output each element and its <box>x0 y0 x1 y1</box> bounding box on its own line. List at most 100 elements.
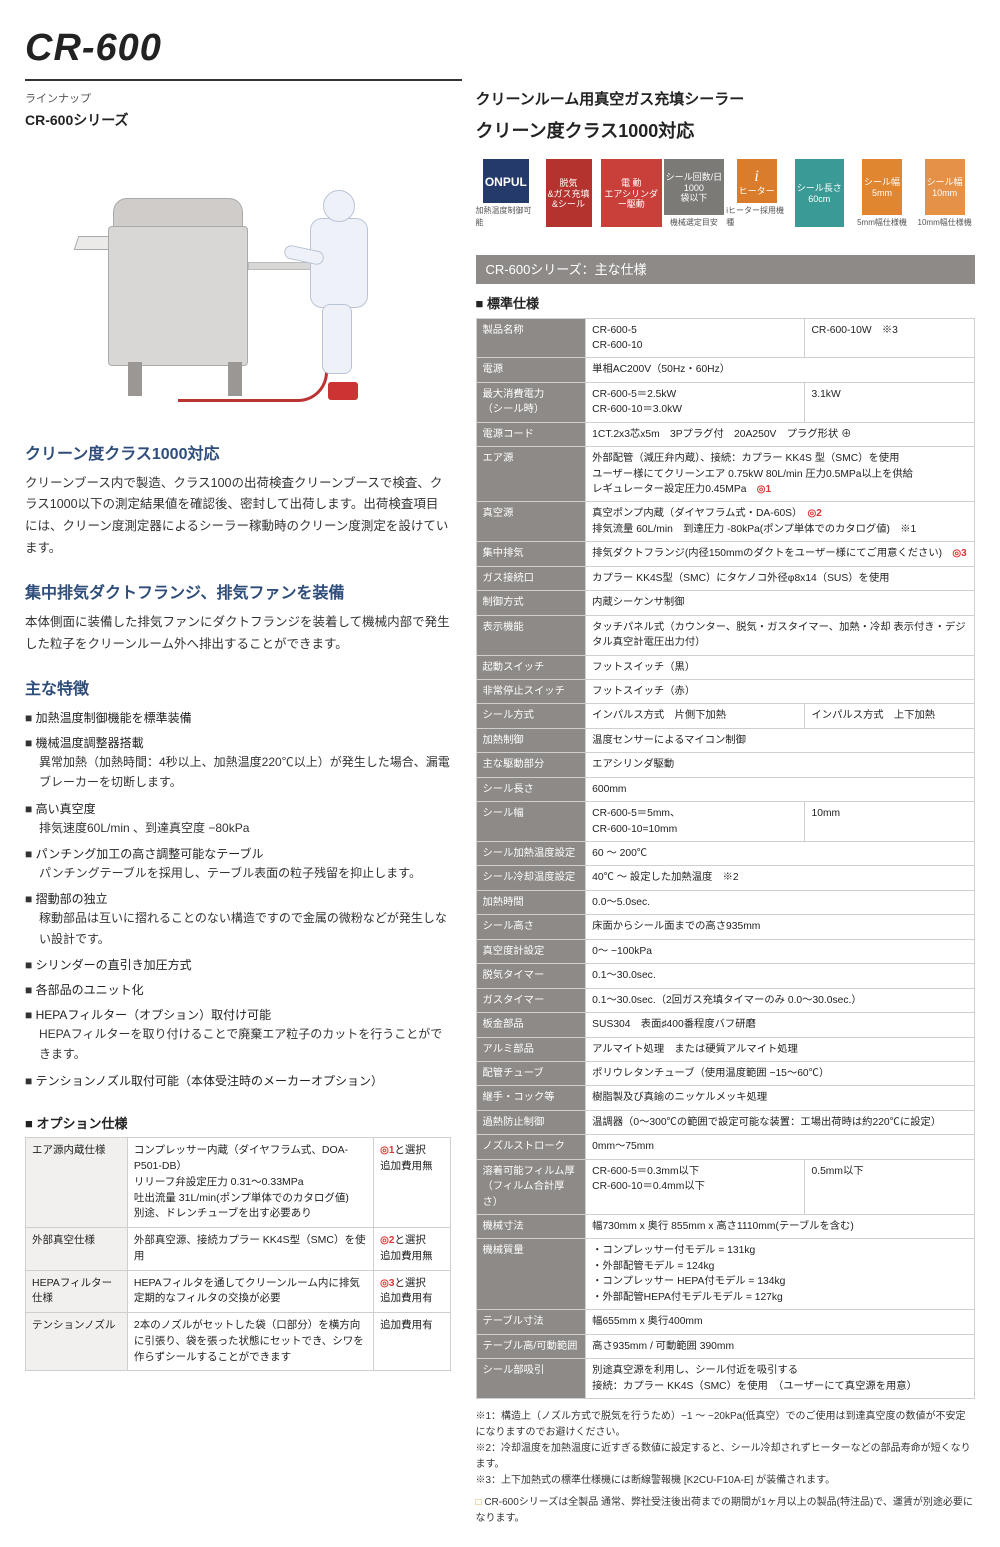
spec-row-value: CR-600-10W ※3 <box>805 318 975 358</box>
right-column: クリーンルーム用真空ガス充填シーラー クリーン度クラス1000対応 ONPUL加… <box>476 87 976 1527</box>
option-desc: 外部真空源、接続カプラー KK4S型（SMC）を使用 <box>127 1228 373 1271</box>
machine-illustration <box>88 166 268 396</box>
spec-row-value: 温調器（0～300℃の範囲で設定可能な装置：工場出荷時は約220℃に設定） <box>586 1110 975 1134</box>
spec-row-value: 0.0～5.0sec. <box>586 890 975 914</box>
spec-row-value: ポリウレタンチューブ（使用温度範囲 −15～60℃） <box>586 1061 975 1085</box>
feature-item: シリンダーの直引き加圧方式 <box>25 956 451 974</box>
spec-row-header: 電源コード <box>476 422 586 446</box>
spec-row-value: 床面からシール面までの高さ935mm <box>586 915 975 939</box>
right-header-2: クリーン度クラス1000対応 <box>476 118 976 145</box>
spec-row-value: 10mm <box>805 802 975 842</box>
spec-row-value: CR-600-5＝5mm、 CR-600-10=10mm <box>586 802 805 842</box>
feature-item: 機械温度調整器搭載 <box>25 734 451 752</box>
spec-row-header: 機械寸法 <box>476 1215 586 1239</box>
option-name: 外部真空仕様 <box>26 1228 128 1271</box>
spec-row-header: 起動スイッチ <box>476 655 586 679</box>
section-exhaust-body: 本体側面に装備した排気ファンにダクトフランジを装着して機械内部で発生した粒子をク… <box>25 612 451 656</box>
feature-item: 摺動部の独立 <box>25 890 451 908</box>
spec-row-value: インパルス方式 上下加熱 <box>805 704 975 728</box>
spec-row-value: 0～ −100kPa <box>586 939 975 963</box>
spec-row-header: 配管チューブ <box>476 1061 586 1085</box>
footnote: ※1：構造上（ノズル方式で脱気を行うため）−1 ～ −20kPa(低真空）でのご… <box>476 1409 976 1441</box>
spec-row-header: ガス接続口 <box>476 566 586 590</box>
spec-row-value: 0.5mm以下 <box>805 1159 975 1214</box>
spec-row-header: 集中排気 <box>476 542 586 566</box>
spec-sub-heading: 標準仕様 <box>476 294 976 314</box>
spec-row-header: シール幅 <box>476 802 586 842</box>
spec-row-value: 0.1～30.0sec.（2回ガス充填タイマーのみ 0.0～30.0sec.） <box>586 988 975 1012</box>
spec-row-header: シール長さ <box>476 777 586 801</box>
feature-item: 加熱温度制御機能を標準装備 <box>25 709 451 727</box>
spec-row-header: 機械質量 <box>476 1239 586 1310</box>
footnote: ※3：上下加熱式の標準仕様機には断線警報機 [K2CU-F10A-E] が装備さ… <box>476 1473 976 1489</box>
feature-badge: iヒーター <box>737 159 777 203</box>
spec-row-header: 継手・コック等 <box>476 1086 586 1110</box>
spec-row-value: 600mm <box>586 777 975 801</box>
spec-row-header: 過熱防止制御 <box>476 1110 586 1134</box>
spec-row-value: タッチパネル式（カウンター、脱気・ガスタイマー、加熱・冷却 表示付き・デジタル真… <box>586 615 975 655</box>
feature-item: テンションノズル取付可能（本体受注時のメーカーオプション） <box>25 1072 451 1090</box>
spec-row-value: 高さ935mm / 可動範囲 390mm <box>586 1334 975 1358</box>
feature-badge: 脱気&ガス充填&シール <box>546 159 592 227</box>
spec-row-value: 内蔵シーケンサ制御 <box>586 591 975 615</box>
feature-item-sub: 排気速度60L/min 、到達真空度 −80kPa <box>39 818 451 838</box>
spec-row-header: テーブル寸法 <box>476 1310 586 1334</box>
spec-row-value: フットスイッチ（黒） <box>586 655 975 679</box>
option-mark: ◎2と選択 追加費用無 <box>374 1228 450 1271</box>
spec-row-value: SUS304 表面♯400番程度バフ研磨 <box>586 1013 975 1037</box>
feature-badge: シール幅10mm <box>925 159 965 215</box>
option-name: テンションノズル <box>26 1313 128 1371</box>
spec-row-header: ガスタイマー <box>476 988 586 1012</box>
section-features-heading: 主な特徴 <box>25 678 451 702</box>
spec-row-header: 脱気タイマー <box>476 964 586 988</box>
operator-illustration <box>288 186 388 376</box>
option-mark: 追加費用有 <box>374 1313 450 1371</box>
lineup-series: CR-600シリーズ <box>25 110 451 131</box>
spec-row-header: アルミ部品 <box>476 1037 586 1061</box>
spec-row-value: 60 ～ 200℃ <box>586 842 975 866</box>
spec-row-value: 樹脂製及び真鍮のニッケルメッキ処理 <box>586 1086 975 1110</box>
option-mark: ◎1と選択 追加費用無 <box>374 1138 450 1228</box>
feature-item: パンチング加工の高さ調整可能なテーブル <box>25 845 451 863</box>
spec-row-header: シール部吸引 <box>476 1359 586 1399</box>
spec-row-header: シール高さ <box>476 915 586 939</box>
option-spec-heading: オプション仕様 <box>25 1114 451 1134</box>
spec-row-value: CR-600-5＝2.5kW CR-600-10＝3.0kW <box>586 382 805 422</box>
badge-caption: 5mm幅仕様機 <box>857 217 907 229</box>
option-name: エア源内蔵仕様 <box>26 1138 128 1228</box>
badge-caption: 加熱温度制御可能 <box>476 205 537 229</box>
spec-row-value: ・コンプレッサー付モデル = 131kg ・外部配管モデル = 124kg ・コ… <box>586 1239 975 1310</box>
badge-caption: iヒーター採用機種 <box>726 205 787 229</box>
option-name: HEPAフィルター仕様 <box>26 1270 128 1313</box>
footnotes: ※1：構造上（ノズル方式で脱気を行うため）−1 ～ −20kPa(低真空）でのご… <box>476 1409 976 1527</box>
badge-caption: 10mm幅仕様機 <box>918 217 972 229</box>
section-clean-class-heading: クリーン度クラス1000対応 <box>25 443 451 467</box>
section-clean-class-body: クリーンブース内で製造、クラス100の出荷検査クリーンブースで検査、クラス100… <box>25 473 451 561</box>
footnote: ※2：冷却温度を加熱温度に近すぎる数値に設定すると、シール冷却されずヒーターなど… <box>476 1441 976 1473</box>
spec-row-header: 真空源 <box>476 502 586 542</box>
spec-row-header: 主な駆動部分 <box>476 753 586 777</box>
spec-row-value: CR-600-5 CR-600-10 <box>586 318 805 358</box>
spec-row-header: ノズルストローク <box>476 1135 586 1159</box>
option-desc: 2本のノズルがセットした袋（口部分）を横方向に引張り、袋を張った状態にセットでき… <box>127 1313 373 1371</box>
spec-row-value: 排気ダクトフランジ(内径150mmのダクトをユーザー様にてご用意ください) ◎3 <box>586 542 975 566</box>
spec-row-value: 幅730mm x 奥行 855mm x 高さ1110mm(テーブルを含む) <box>586 1215 975 1239</box>
spec-row-header: シール加熱温度設定 <box>476 842 586 866</box>
spec-table: 製品名称CR-600-5 CR-600-10CR-600-10W ※3電源単相A… <box>476 318 976 1399</box>
spec-row-value: アルマイト処理 または硬質アルマイト処理 <box>586 1037 975 1061</box>
spec-row-header: 表示機能 <box>476 615 586 655</box>
right-header-1: クリーンルーム用真空ガス充填シーラー <box>476 89 976 112</box>
section-exhaust-heading: 集中排気ダクトフランジ、排気ファンを装備 <box>25 582 451 606</box>
option-table: エア源内蔵仕様コンプレッサー内蔵（ダイヤフラム式、DOA-P501-DB） リリ… <box>25 1137 451 1371</box>
feature-badge: ONPUL <box>483 159 529 203</box>
spec-banner: CR-600シリーズ：主な仕様 <box>476 255 976 285</box>
feature-item-sub: パンチングテーブルを採用し、テーブル表面の粒子残留を抑止します。 <box>39 863 451 883</box>
spec-row-header: 真空度計設定 <box>476 939 586 963</box>
spec-row-header: エア源 <box>476 447 586 502</box>
spec-row-value: エアシリンダ駆動 <box>586 753 975 777</box>
spec-row-value: フットスイッチ（赤） <box>586 679 975 703</box>
spec-row-value: インパルス方式 片側下加熱 <box>586 704 805 728</box>
feature-item: 高い真空度 <box>25 800 451 818</box>
feature-badge: 電 動エアシリンダー駆動 <box>601 159 662 227</box>
spec-row-header: シール冷却温度設定 <box>476 866 586 890</box>
